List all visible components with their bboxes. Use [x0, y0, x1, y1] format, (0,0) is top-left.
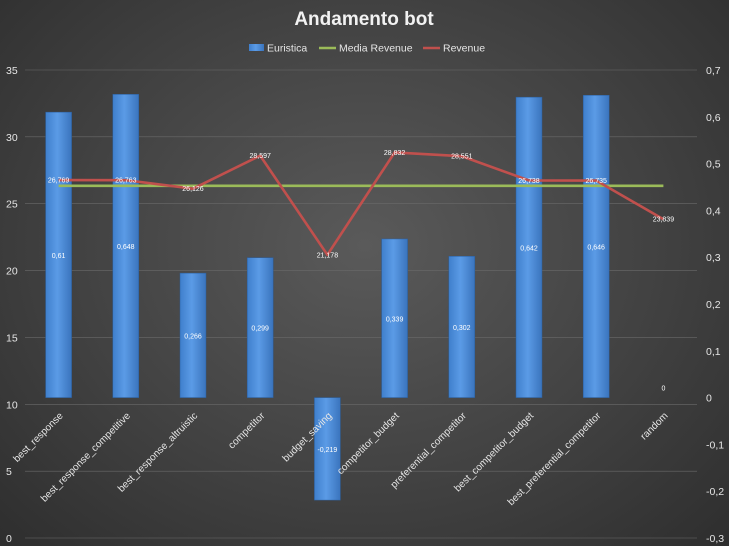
- revenue-line: [58, 151, 665, 257]
- revenue-data-label: 28,597: [249, 153, 271, 160]
- left-tick-label: 10: [6, 399, 18, 411]
- lines: [58, 151, 665, 257]
- bar-data-label: 0,648: [117, 244, 135, 251]
- left-tick-label: 30: [6, 132, 18, 144]
- category-label: best_response_altruistic: [116, 411, 200, 495]
- bars: [45, 94, 610, 501]
- left-tick-label: 35: [6, 65, 18, 77]
- revenue-data-label: 26,769: [48, 178, 70, 185]
- bar-data-label: 0,266: [184, 333, 202, 340]
- left-tick-label: 0: [6, 533, 12, 545]
- bar: [515, 96, 543, 398]
- left-axis-ticks: 0 5 10 15 20 25 30 35: [6, 65, 18, 545]
- revenue-data-label: 21,178: [317, 252, 339, 259]
- right-tick-label: 0,6: [706, 112, 721, 124]
- revenue-data-label: 26,763: [115, 178, 137, 185]
- bar-data-label: 0,646: [587, 244, 605, 251]
- category-label: best_response: [12, 410, 66, 464]
- bar: [246, 257, 274, 398]
- legend: Euristica Media Revenue Revenue: [249, 43, 485, 55]
- left-tick-label: 15: [6, 332, 18, 344]
- line-data-labels: 26,769 26,763 26,126 28,597 21,178 28,832 28,5…: [48, 150, 674, 259]
- bar: [45, 111, 72, 398]
- bar: [381, 238, 408, 398]
- category-label: competitor_budget: [335, 410, 402, 477]
- right-tick-label: -0,1: [706, 439, 724, 451]
- category-labels: best_responsebest_response_competitivebe…: [12, 410, 671, 508]
- legend-label-revenue: Revenue: [443, 43, 485, 55]
- chart-title: Andamento bot: [294, 9, 434, 30]
- right-tick-label: 0,7: [706, 65, 721, 77]
- bar-data-label: 0,339: [386, 316, 404, 323]
- bar: [112, 94, 140, 398]
- revenue-data-label: 26,126: [182, 186, 204, 193]
- bar-data-label: 0,302: [453, 325, 471, 332]
- left-tick-label: 5: [6, 466, 12, 478]
- right-tick-label: 0,4: [706, 205, 721, 217]
- category-label: preferential_competitor: [389, 410, 470, 491]
- left-tick-label: 20: [6, 266, 18, 278]
- revenue-data-label: 26,735: [585, 178, 607, 185]
- legend-label-media-revenue: Media Revenue: [339, 43, 413, 55]
- revenue-data-label: 23,839: [653, 217, 675, 224]
- right-tick-label: 0,5: [706, 159, 721, 171]
- legend-swatch-euristica: [249, 44, 264, 51]
- bar-data-label: 0,642: [520, 245, 538, 252]
- bar-data-label: 0: [661, 386, 665, 393]
- left-tick-label: 25: [6, 199, 18, 211]
- category-label: competitor: [227, 410, 268, 451]
- legend-label-euristica: Euristica: [267, 43, 307, 55]
- bar-data-label: 0,61: [52, 253, 66, 260]
- right-tick-label: 0,3: [706, 252, 721, 264]
- revenue-data-label: 26,738: [518, 178, 540, 185]
- bar: [582, 95, 610, 398]
- right-tick-label: 0,2: [706, 299, 721, 311]
- bar-data-label: 0,299: [251, 326, 269, 333]
- revenue-data-label: 28,832: [384, 150, 406, 157]
- bar: [314, 397, 341, 501]
- bar-data-labels: 0,61 0,648 0,266 0,299 -0,219 0,339 0,302 0,642…: [52, 244, 666, 454]
- revenue-data-label: 28,551: [451, 154, 473, 161]
- right-tick-label: 0,1: [706, 346, 721, 358]
- bar: [448, 256, 476, 398]
- right-tick-label: 0: [706, 393, 712, 405]
- right-tick-label: -0,3: [706, 533, 724, 545]
- right-axis-ticks: -0,3 -0,2 -0,1 0 0,1 0,2 0,3 0,4 0,5 0,6 0,7: [706, 65, 724, 545]
- bar-data-label: -0,219: [317, 447, 337, 454]
- bar: [179, 272, 207, 398]
- right-tick-label: -0,2: [706, 486, 724, 498]
- category-label: random: [639, 411, 671, 443]
